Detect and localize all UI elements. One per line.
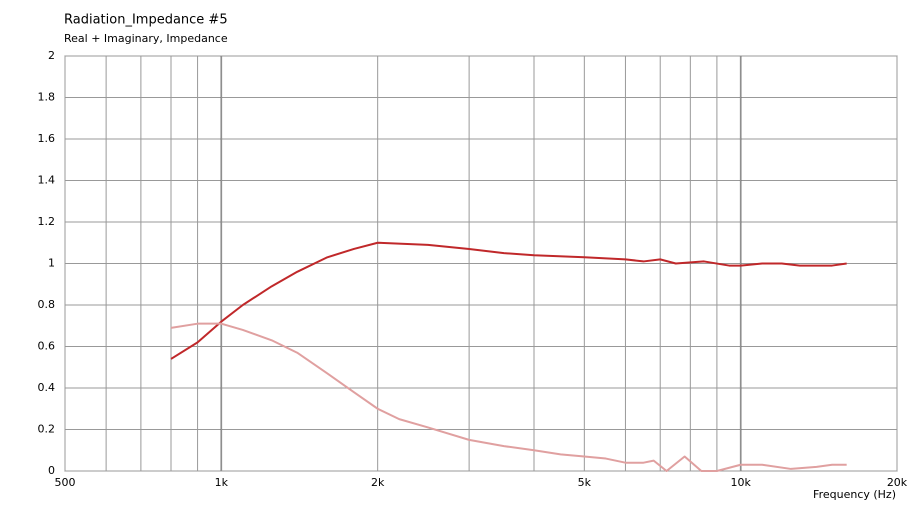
y-tick-label: 0.6: [38, 340, 56, 353]
y-tick-label: 1.6: [38, 132, 56, 145]
y-tick-label: 0: [48, 464, 55, 477]
x-tick-label: 10k: [730, 476, 751, 489]
data-line: [170, 241, 847, 360]
y-tick-label: 0.4: [38, 381, 56, 394]
x-tick-label: 1k: [215, 476, 229, 489]
y-tick-label: 0.2: [38, 423, 56, 436]
x-tick-label: 5k: [578, 476, 592, 489]
x-tick-label: 2k: [371, 476, 385, 489]
chart-subtitle: Real + Imaginary, Impedance: [64, 32, 228, 45]
y-tick-label: 2: [48, 49, 55, 62]
y-tick-label: 1.4: [38, 174, 56, 187]
y-tick-label: 1.8: [38, 91, 56, 104]
x-tick-label: 500: [55, 476, 76, 489]
y-tick-label: 1.2: [38, 215, 56, 228]
chart-title: Radiation_Impedance #5: [64, 13, 228, 28]
data-line: [170, 322, 847, 472]
x-axis-label: Frequency (Hz): [813, 488, 896, 501]
y-tick-label: 1: [48, 257, 55, 270]
x-tick-label: 20k: [887, 476, 908, 489]
y-tick-label: 0.8: [38, 298, 56, 311]
